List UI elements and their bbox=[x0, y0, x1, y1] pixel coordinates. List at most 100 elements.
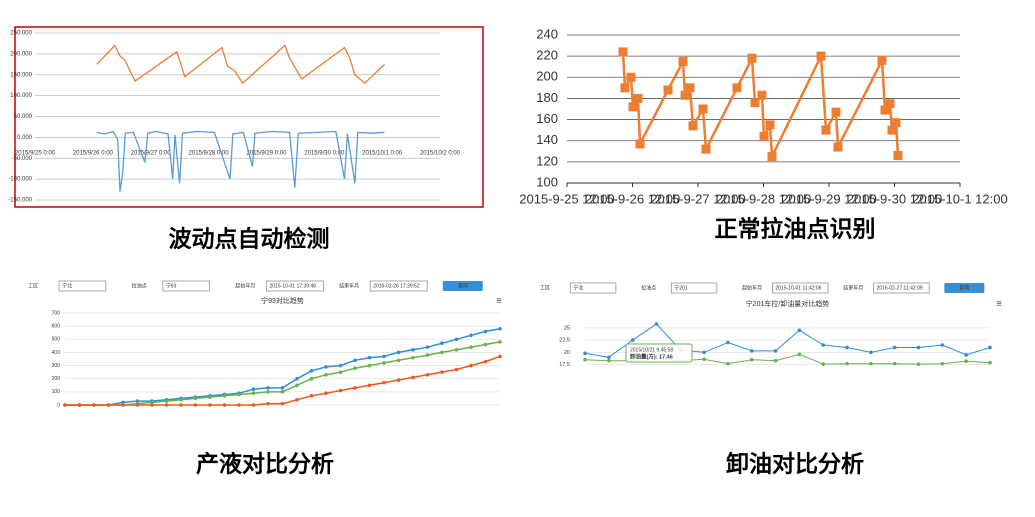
point bbox=[106, 403, 111, 407]
y-tick-label: 300 bbox=[52, 363, 61, 369]
form-value: 2016-02-26 17:39:52 bbox=[373, 283, 420, 289]
form-input[interactable] bbox=[162, 280, 210, 292]
y-tick-label: 25 bbox=[564, 325, 570, 331]
query-button-label: 查询 bbox=[959, 284, 969, 291]
form-input[interactable] bbox=[772, 282, 829, 294]
point bbox=[150, 400, 154, 405]
point bbox=[353, 386, 357, 390]
point bbox=[150, 403, 154, 407]
point bbox=[618, 47, 628, 57]
tooltip-text: 卸油量(方): 17.46 bbox=[630, 352, 673, 360]
point bbox=[164, 403, 169, 407]
point bbox=[773, 349, 778, 353]
point bbox=[498, 326, 502, 331]
point bbox=[425, 353, 430, 357]
form-input[interactable] bbox=[569, 282, 617, 294]
y-tick-label: 400 bbox=[52, 350, 61, 356]
form-input[interactable] bbox=[266, 280, 325, 292]
form-input[interactable] bbox=[873, 282, 930, 294]
menu-icon: ≡ bbox=[996, 298, 1001, 308]
point bbox=[628, 102, 638, 112]
point bbox=[688, 121, 698, 131]
point bbox=[765, 120, 775, 130]
point bbox=[833, 142, 843, 152]
point bbox=[411, 348, 415, 352]
point bbox=[367, 363, 372, 368]
point bbox=[396, 350, 401, 355]
point bbox=[251, 391, 256, 395]
y-tick-label: 160 bbox=[536, 111, 558, 126]
tooltip bbox=[625, 343, 693, 363]
point bbox=[324, 365, 328, 369]
x-tick-label: 2015-9-27 12:00 bbox=[650, 191, 745, 206]
point bbox=[757, 90, 767, 100]
caption: 正常拉油点识别 bbox=[715, 216, 876, 243]
form-label: 结束年月 bbox=[843, 284, 863, 291]
y-tick-label: -100.000 bbox=[8, 177, 32, 183]
x-tick-label: 2015/10/1 0:00 bbox=[362, 151, 403, 157]
point bbox=[885, 99, 895, 109]
point bbox=[698, 104, 708, 114]
point bbox=[988, 345, 992, 350]
caption: 产液对比分析 bbox=[196, 451, 334, 478]
point bbox=[411, 355, 415, 360]
point bbox=[880, 105, 890, 115]
point bbox=[869, 350, 873, 355]
x-tick-label: 2015/9/26 0:00 bbox=[73, 151, 114, 157]
point bbox=[469, 333, 473, 338]
form-label: 起始年月 bbox=[742, 284, 762, 291]
query-button[interactable] bbox=[944, 283, 985, 293]
point bbox=[797, 328, 802, 333]
point bbox=[940, 343, 945, 347]
point bbox=[382, 354, 386, 359]
point bbox=[295, 383, 299, 388]
point bbox=[324, 391, 328, 395]
y-tick-label: 100 bbox=[52, 389, 61, 395]
point bbox=[324, 372, 328, 377]
point bbox=[663, 85, 673, 95]
x-tick-label: 2015/9/28 0:00 bbox=[189, 151, 230, 157]
form-value: 2016-02-27 11:42:09 bbox=[877, 285, 923, 291]
point bbox=[266, 401, 270, 406]
y-tick-label: 600 bbox=[52, 323, 61, 329]
x-tick-label: 2015-9-25 12:00 bbox=[519, 191, 614, 206]
point bbox=[208, 395, 212, 399]
point bbox=[702, 350, 706, 355]
x-tick-label: 2015-9-28 12:00 bbox=[716, 191, 811, 206]
y-tick-label: 0 bbox=[57, 402, 60, 408]
x-tick-label: 2015/9/29 0:00 bbox=[246, 151, 287, 157]
y-tick-label: 240 bbox=[536, 26, 558, 41]
point bbox=[309, 394, 314, 398]
x-tick-label: 2015/9/30 0:00 bbox=[304, 151, 345, 157]
caption: 卸油对比分析 bbox=[726, 451, 864, 478]
series-line bbox=[96, 130, 385, 192]
form-input[interactable] bbox=[369, 280, 428, 292]
point bbox=[498, 340, 502, 344]
y-tick-label: 150.000 bbox=[10, 72, 32, 78]
form-input[interactable] bbox=[670, 282, 718, 294]
point bbox=[237, 403, 241, 407]
y-tick-label: 0.000 bbox=[17, 135, 33, 141]
point bbox=[483, 342, 488, 347]
form-input[interactable] bbox=[58, 280, 107, 292]
point bbox=[454, 337, 459, 342]
point bbox=[726, 361, 730, 366]
point bbox=[483, 359, 488, 364]
point bbox=[440, 350, 444, 355]
x-tick-label: 2015-9-26 12:00 bbox=[585, 191, 680, 206]
point bbox=[367, 383, 372, 388]
point bbox=[797, 352, 802, 357]
point bbox=[266, 390, 270, 394]
point bbox=[396, 378, 401, 382]
form-label: 起始年月 bbox=[235, 282, 255, 289]
point bbox=[749, 349, 754, 353]
point bbox=[367, 355, 372, 360]
point bbox=[750, 98, 760, 108]
point bbox=[193, 403, 198, 407]
point bbox=[295, 397, 299, 402]
point bbox=[732, 83, 742, 93]
point bbox=[821, 362, 826, 366]
y-tick-label: -50.000 bbox=[12, 156, 33, 162]
query-button[interactable] bbox=[442, 281, 483, 291]
chart-title: 宁93对比趋势 bbox=[261, 296, 304, 305]
